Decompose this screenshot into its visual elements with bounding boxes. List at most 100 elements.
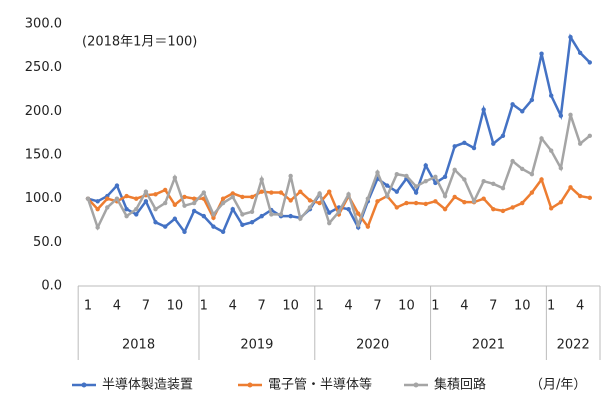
x-tick-label: 4 bbox=[344, 299, 352, 314]
point bbox=[452, 194, 457, 200]
point bbox=[124, 206, 129, 212]
y-tick-label: 100.0 bbox=[25, 191, 62, 206]
point bbox=[481, 179, 486, 184]
point bbox=[307, 198, 313, 203]
point bbox=[433, 180, 438, 186]
point bbox=[529, 190, 535, 195]
point bbox=[307, 205, 313, 210]
point bbox=[520, 109, 525, 114]
point bbox=[114, 196, 120, 201]
y-tick-label: 150.0 bbox=[25, 148, 62, 163]
point bbox=[134, 206, 139, 212]
x-tick-label: 1 bbox=[315, 299, 323, 314]
point bbox=[124, 193, 129, 199]
point bbox=[423, 179, 428, 184]
x-tick-label: 4 bbox=[460, 299, 468, 314]
point bbox=[462, 199, 467, 205]
point bbox=[163, 224, 168, 229]
point bbox=[249, 220, 255, 225]
point bbox=[510, 205, 515, 210]
point bbox=[182, 229, 187, 235]
year-label: 2018 bbox=[122, 338, 155, 353]
point bbox=[558, 165, 564, 171]
point bbox=[442, 174, 448, 180]
point bbox=[471, 199, 477, 204]
y-tick-label: 0.0 bbox=[41, 279, 62, 294]
point bbox=[577, 50, 583, 56]
point bbox=[500, 185, 506, 191]
point bbox=[442, 206, 448, 212]
point bbox=[85, 196, 91, 201]
point bbox=[278, 212, 284, 217]
point bbox=[95, 199, 100, 204]
point bbox=[491, 141, 496, 146]
point bbox=[201, 213, 206, 219]
point bbox=[249, 209, 255, 214]
point bbox=[327, 220, 332, 226]
point bbox=[491, 206, 496, 212]
point bbox=[384, 193, 390, 199]
point bbox=[346, 192, 351, 197]
y-tick-label: 300.0 bbox=[25, 17, 62, 32]
point bbox=[327, 210, 332, 215]
point bbox=[500, 133, 506, 138]
point bbox=[520, 200, 525, 206]
y-tick-label: 250.0 bbox=[25, 60, 62, 75]
point bbox=[471, 145, 477, 151]
point bbox=[191, 196, 197, 201]
x-tick-label: 4 bbox=[576, 299, 584, 314]
point bbox=[577, 193, 583, 199]
point bbox=[191, 200, 197, 206]
point bbox=[510, 158, 515, 164]
point bbox=[191, 208, 197, 214]
point bbox=[143, 189, 149, 194]
point bbox=[356, 222, 361, 228]
x-tick-label: 1 bbox=[84, 299, 92, 314]
point bbox=[394, 189, 399, 194]
point bbox=[558, 199, 564, 205]
point bbox=[356, 211, 361, 216]
point bbox=[413, 184, 419, 189]
x-tick-label: 10 bbox=[514, 299, 531, 314]
point bbox=[259, 177, 264, 182]
point bbox=[240, 194, 245, 200]
y-tick-label: 50.0 bbox=[33, 235, 62, 250]
point bbox=[539, 51, 544, 56]
point bbox=[182, 194, 187, 200]
legend-marker bbox=[413, 382, 419, 388]
point bbox=[269, 212, 274, 217]
point bbox=[413, 200, 419, 206]
year-label: 2022 bbox=[557, 338, 590, 353]
point bbox=[423, 163, 428, 168]
point bbox=[539, 177, 544, 182]
point bbox=[539, 136, 544, 141]
point bbox=[433, 174, 438, 180]
point bbox=[211, 224, 216, 229]
point bbox=[172, 202, 178, 207]
legend-marker bbox=[81, 382, 87, 388]
point bbox=[568, 112, 573, 118]
point bbox=[172, 175, 178, 180]
annotation: (2018年1月＝100) bbox=[82, 35, 197, 50]
legend-marker bbox=[247, 382, 253, 388]
point bbox=[163, 187, 168, 193]
point bbox=[249, 194, 255, 200]
point bbox=[433, 199, 438, 204]
point bbox=[124, 213, 129, 219]
x-tick-label: 4 bbox=[113, 299, 121, 314]
point bbox=[201, 190, 206, 195]
point bbox=[404, 200, 409, 206]
point bbox=[336, 209, 342, 214]
point bbox=[259, 213, 264, 219]
point bbox=[442, 193, 448, 199]
point bbox=[394, 172, 399, 177]
point bbox=[481, 196, 486, 201]
point bbox=[510, 102, 515, 107]
x-tick-label: 4 bbox=[229, 299, 237, 314]
x-tick-label: 10 bbox=[167, 299, 184, 314]
y-tick-label: 200.0 bbox=[25, 104, 62, 119]
legend-label: 電子管・半導体等 bbox=[268, 377, 372, 393]
x-tick-label: 10 bbox=[282, 299, 299, 314]
point bbox=[365, 224, 371, 229]
point bbox=[143, 199, 149, 204]
